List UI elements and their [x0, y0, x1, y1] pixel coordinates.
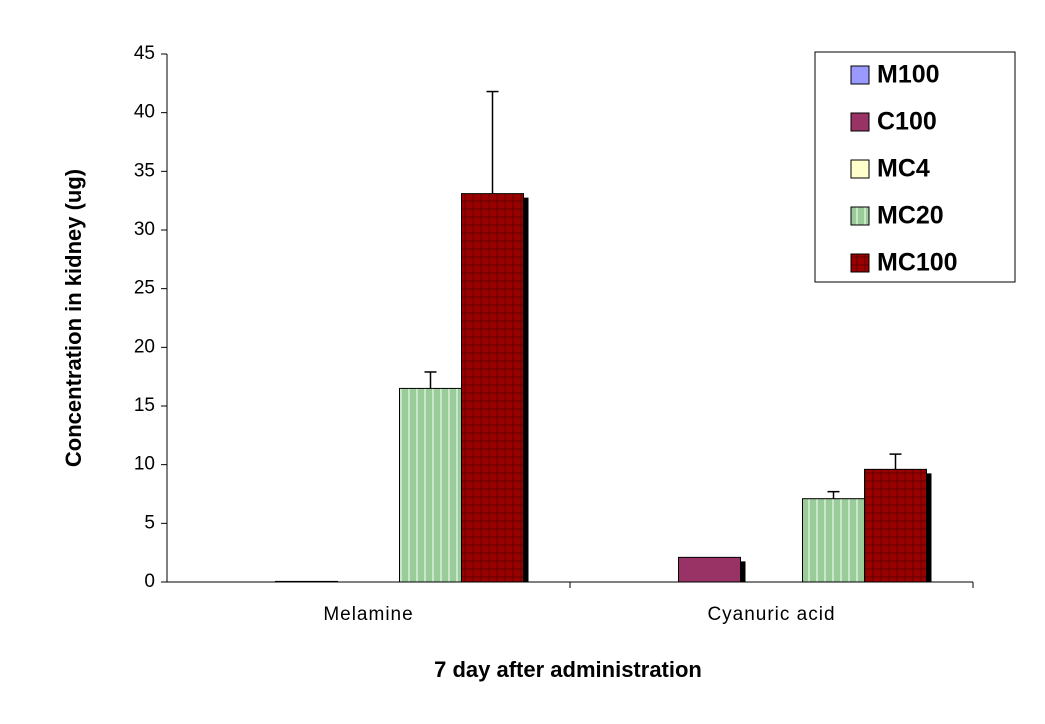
legend-label: MC20	[877, 202, 944, 230]
legend-swatch	[850, 65, 870, 85]
error-bar	[424, 371, 437, 389]
bar	[864, 468, 927, 583]
bar	[802, 498, 865, 583]
bar	[275, 580, 338, 583]
bar	[461, 193, 524, 583]
error-bar	[827, 490, 840, 499]
y-tick-label: 0	[144, 571, 155, 592]
legend-label: C100	[877, 108, 937, 136]
y-axis-label: Concentration in kidney (ug)	[61, 169, 86, 467]
bar	[399, 387, 462, 583]
y-tick-label: 45	[134, 43, 155, 64]
legend-label: MC100	[877, 249, 958, 277]
legend-swatch	[850, 159, 870, 179]
x-tick-label: Cyanuric acid	[707, 604, 835, 625]
error-bar	[486, 90, 499, 194]
y-tick-label: 15	[134, 395, 155, 416]
legend	[814, 51, 1016, 283]
legend-label: MC4	[877, 155, 930, 183]
y-tick-label: 25	[134, 278, 155, 299]
y-tick-label: 5	[144, 512, 155, 533]
error-bar	[889, 453, 902, 470]
bar	[678, 556, 741, 583]
y-tick-label: 20	[134, 336, 155, 357]
legend-swatch	[850, 112, 870, 132]
x-tick-label: Melamine	[323, 604, 413, 625]
y-tick-label: 35	[134, 160, 155, 181]
legend-swatch	[850, 206, 870, 226]
y-tick-label: 10	[134, 454, 155, 475]
y-tick-label: 40	[134, 102, 155, 123]
x-axis-label: 7 day after administration	[434, 657, 702, 682]
legend-swatch	[850, 253, 870, 273]
y-tick-label: 30	[134, 219, 155, 240]
legend-label: M100	[877, 61, 940, 89]
